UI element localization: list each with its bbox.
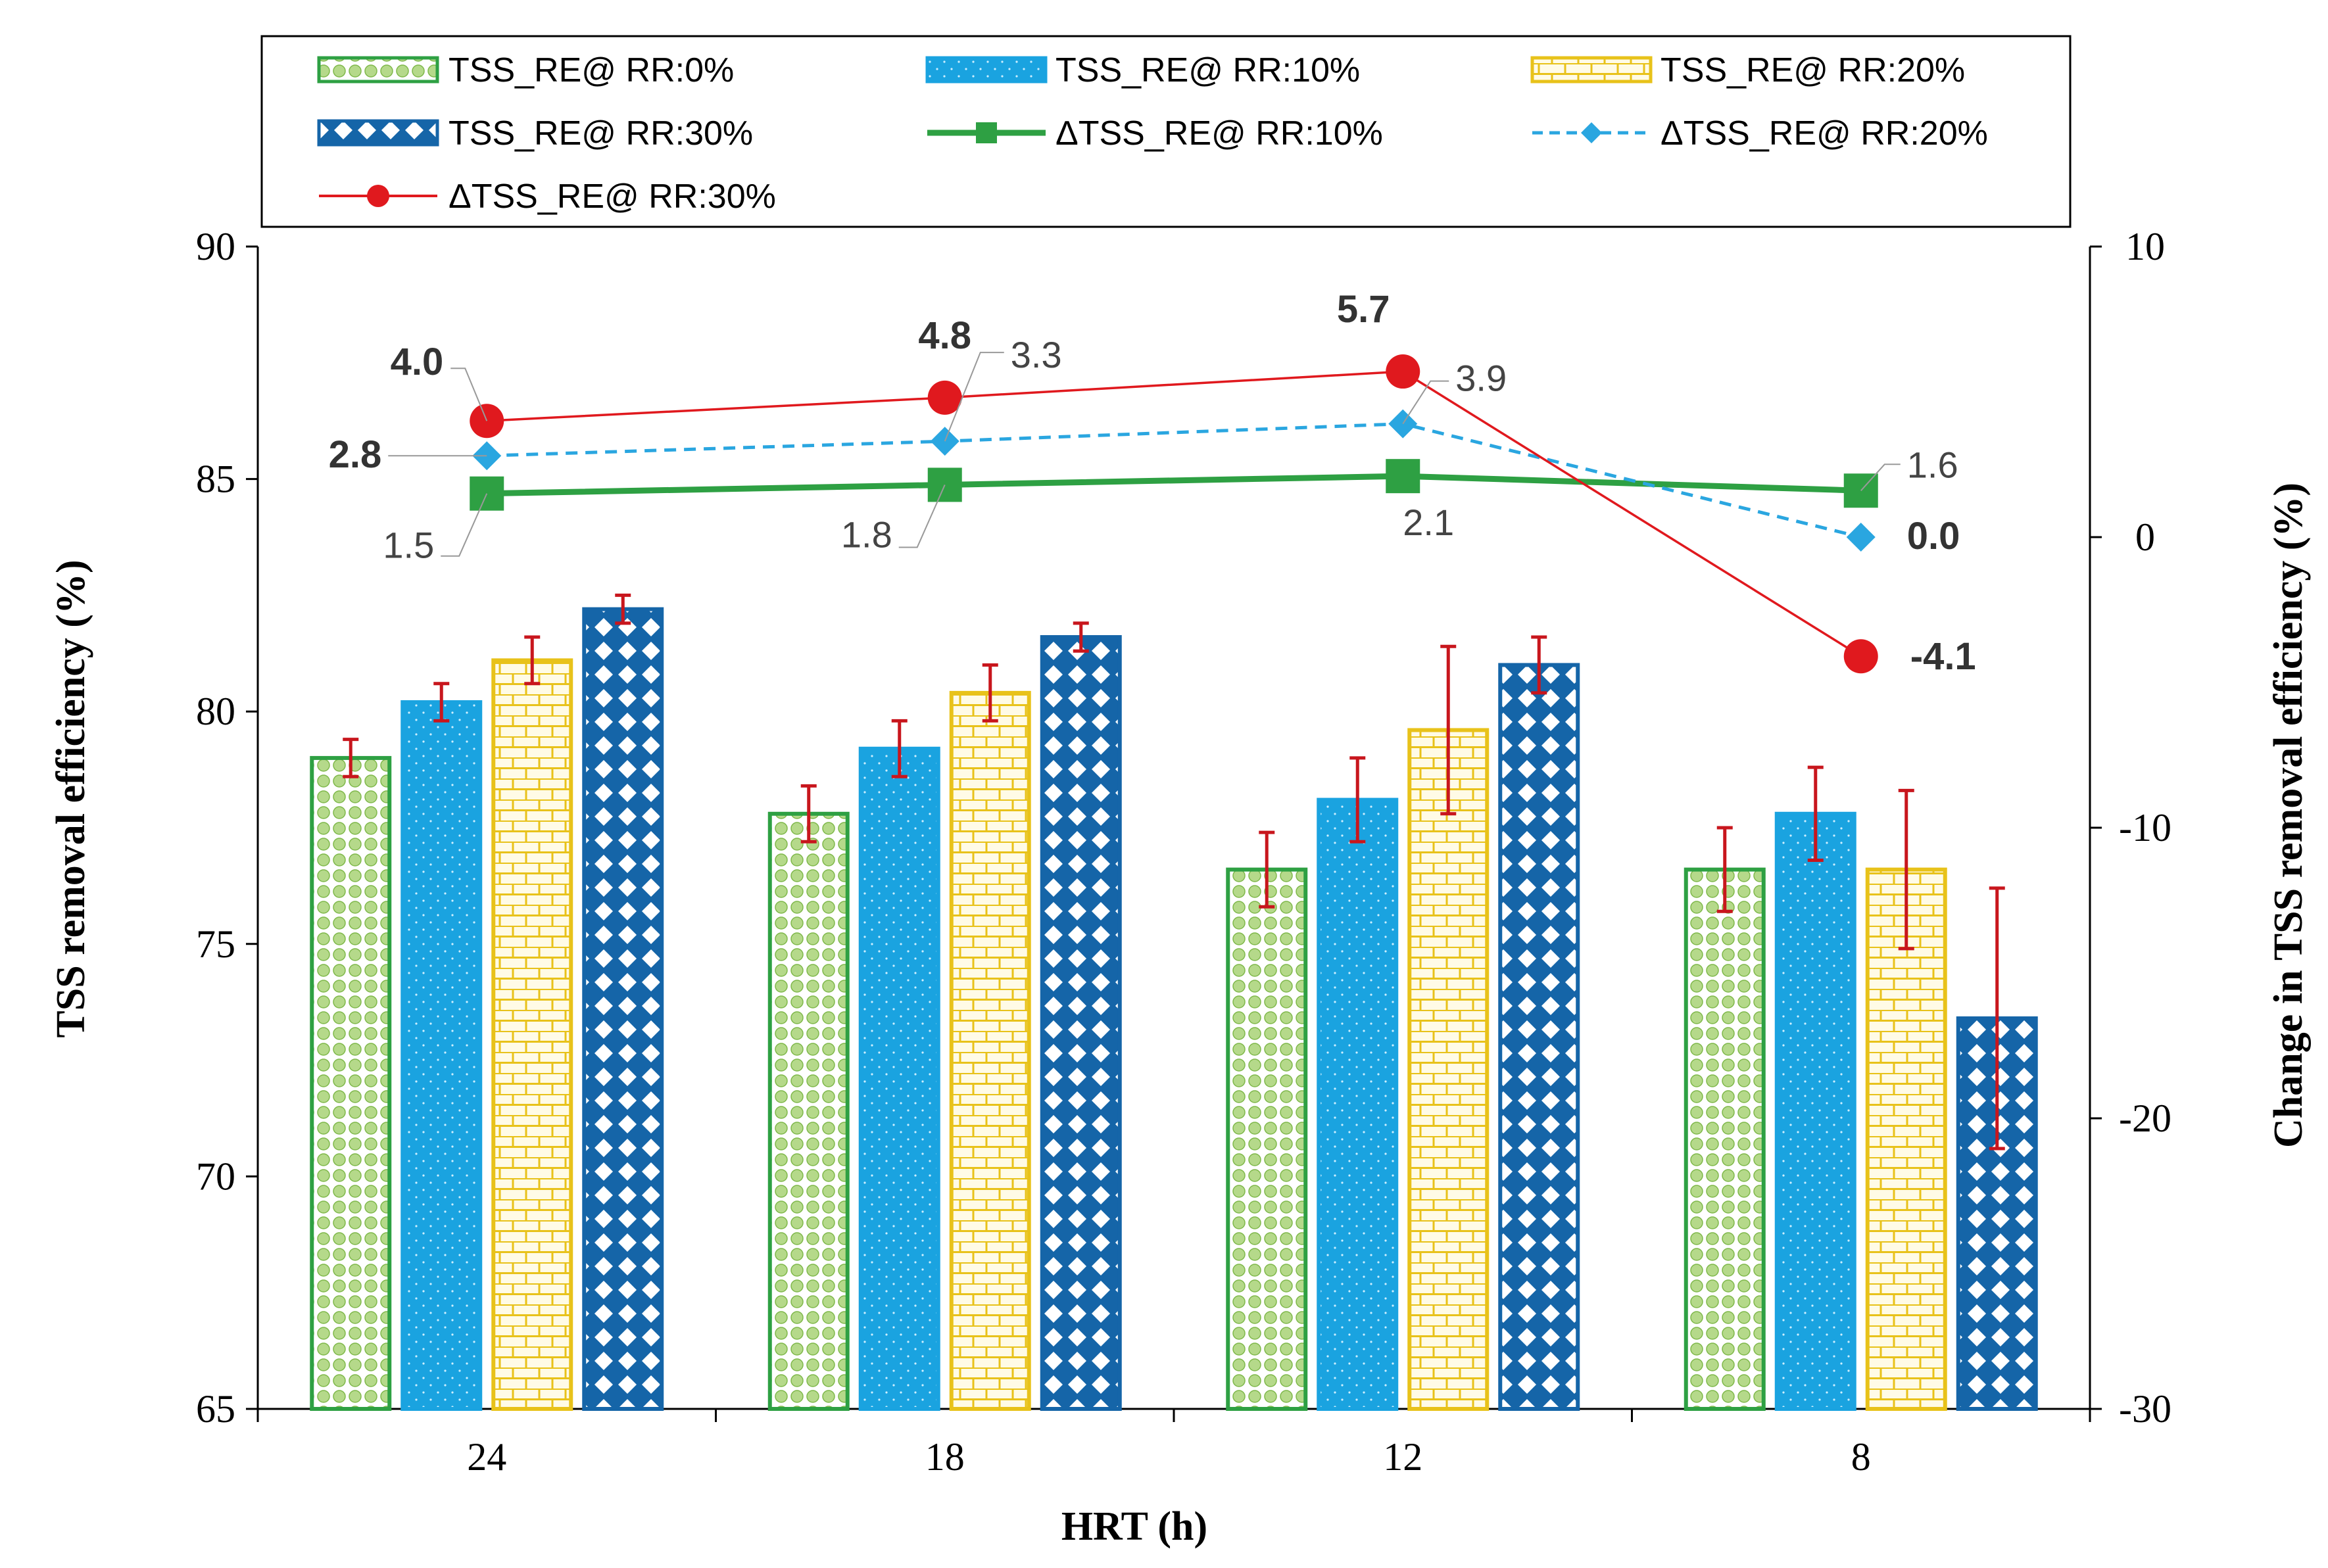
label-leader [944, 352, 1004, 442]
legend-marker-d10 [976, 122, 997, 143]
legend-marker-d30 [367, 185, 389, 207]
data-label: 0.0 [1907, 515, 1960, 558]
bar [949, 690, 1031, 1411]
legend-marker-d20 [1581, 122, 1602, 143]
line-marker [1846, 523, 1876, 552]
y2-tick-label: 0 [2135, 515, 2155, 559]
bar [310, 755, 392, 1412]
y-tick-label: 80 [196, 690, 235, 733]
legend: TSS_RE@ RR:0% TSS_RE@ RR:10% TSS_RE@ RR:… [260, 35, 2072, 228]
y2-tick-label: 10 [2125, 225, 2165, 268]
data-label: 4.0 [391, 341, 444, 383]
legend-label-rr10: TSS_RE@ RR:10% [1055, 51, 1360, 89]
delta-line [487, 473, 1861, 497]
delta-line [487, 370, 1862, 657]
data-label: 3.9 [1455, 358, 1507, 399]
line-marker [1843, 639, 1878, 674]
data-label: 4.8 [918, 314, 971, 357]
bar [400, 700, 483, 1411]
y-axis-title: TSS removal efficiency (%) [49, 559, 93, 1037]
legend-swatch-rr10 [925, 56, 1048, 83]
bar [582, 607, 664, 1412]
legend-label-d20: ΔTSS_RE@ RR:20% [1661, 114, 1988, 153]
y-ticks: 65 70 75 80 85 90 [196, 225, 258, 1431]
x-tick-label: 12 [1383, 1435, 1422, 1479]
y2-tick-label: -20 [2119, 1097, 2171, 1140]
data-label: 3.3 [1011, 334, 1062, 375]
x-tick-label: 8 [1851, 1435, 1871, 1479]
line-marker [1386, 459, 1420, 494]
data-label: 5.7 [1337, 288, 1390, 331]
y2-axis-title: Change in TSS removal efficiency (%) [2266, 483, 2311, 1148]
x-ticks: 24 18 12 8 [256, 1409, 2091, 1479]
data-label: 2.1 [1403, 502, 1454, 543]
x-tick-label: 24 [467, 1435, 506, 1479]
line-marker [927, 380, 962, 415]
bar [1774, 811, 1856, 1412]
bar [858, 746, 940, 1411]
error-bars [343, 593, 2005, 1151]
bar [1498, 663, 1580, 1411]
bar [1407, 728, 1490, 1411]
y-tick-label: 90 [196, 225, 235, 268]
legend-label-rr20: TSS_RE@ RR:20% [1661, 51, 1965, 89]
data-label: 1.6 [1907, 444, 1958, 485]
data-labels: 1.5 1.8 2.1 1.6 2.8 3.3 3.9 0.0 4.0 4.8 5.7 -4.1 [329, 288, 1976, 678]
y2-ticks: -30 -20 -10 0 10 [2090, 225, 2171, 1431]
bar [1226, 867, 1308, 1411]
bar [1684, 867, 1766, 1411]
label-leader [1402, 380, 1449, 425]
legend-label-d30: ΔTSS_RE@ RR:30% [449, 178, 776, 216]
legend-label-d10: ΔTSS_RE@ RR:10% [1055, 114, 1383, 153]
legend-swatch-rr0 [317, 56, 439, 83]
delta-line [487, 422, 1862, 539]
bar [1865, 867, 1947, 1411]
x-tick-label: 18 [925, 1435, 965, 1479]
label-leader [1860, 463, 1901, 491]
y-tick-label: 65 [196, 1387, 235, 1431]
legend-label-rr0: TSS_RE@ RR:0% [449, 51, 734, 89]
y-tick-label: 85 [196, 458, 235, 501]
label-leader [441, 493, 488, 557]
label-leader [450, 368, 488, 421]
y-tick-label: 70 [196, 1154, 235, 1198]
bar [1317, 797, 1399, 1411]
data-label: -4.1 [1910, 635, 1976, 678]
legend-label-rr30: TSS_RE@ RR:30% [449, 114, 753, 153]
data-label: 1.8 [841, 513, 892, 555]
bar [491, 658, 573, 1412]
line-marker [1386, 354, 1420, 389]
legend-swatch-rr20 [1530, 56, 1653, 83]
y2-tick-label: -30 [2119, 1387, 2171, 1431]
legend-box [260, 35, 2072, 228]
bar [1040, 635, 1122, 1411]
y-tick-label: 75 [196, 922, 235, 966]
x-axis-title: HRT (h) [1061, 1504, 1207, 1549]
data-label: 2.8 [329, 433, 382, 476]
bar [767, 811, 850, 1412]
legend-swatch-rr30 [317, 119, 439, 147]
data-label: 1.5 [383, 525, 434, 566]
label-leader [898, 485, 946, 548]
bars [310, 607, 2038, 1412]
y2-tick-label: -10 [2119, 806, 2171, 849]
delta-lines [470, 354, 1878, 674]
